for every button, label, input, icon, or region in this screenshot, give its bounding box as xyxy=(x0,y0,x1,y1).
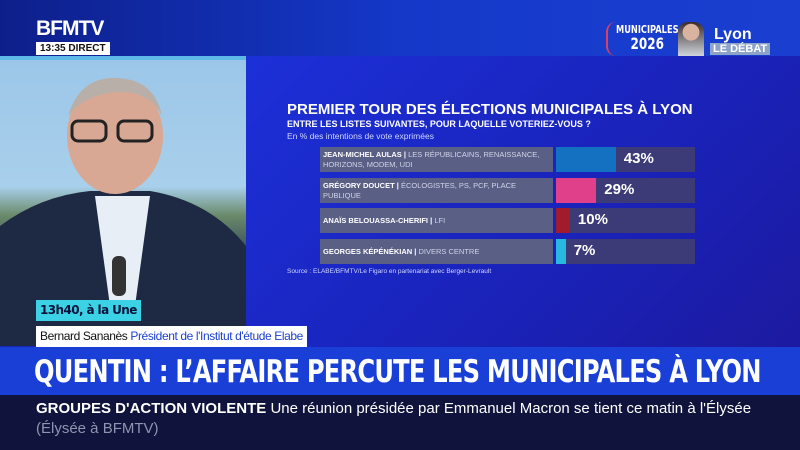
clock-live-badge: 13:35 DIRECT xyxy=(36,42,110,55)
ticker-topic: GROUPES D'ACTION VIOLENTE xyxy=(36,400,267,417)
bar-track: 29% xyxy=(556,178,695,203)
channel-header: BFMTV 13:35 DIRECT MUNICIPALES 2026 Lyon … xyxy=(0,0,800,56)
party-list: LES RÉPUBLICAINS, RENAISSANCE, HORIZONS,… xyxy=(323,149,540,169)
bar-value-label: 10% xyxy=(577,211,608,228)
ticker-text: Une réunion présidée par Emmanuel Macron… xyxy=(270,400,752,417)
candidate-name: GEORGES KÉPÉNÉKIAN xyxy=(323,246,413,256)
candidate-name: ANAÏS BELOUASSA-CHERIFI xyxy=(323,215,429,225)
headline-text: QUENTIN : L’AFFAIRE PERCUTE LES MUNICIPA… xyxy=(34,354,762,390)
bar-fill xyxy=(556,239,566,264)
clock: 13:35 xyxy=(40,43,66,54)
bar-track: 10% xyxy=(556,208,695,233)
brand-title: MUNICIPALES 2026 xyxy=(616,23,679,53)
bar-label: JEAN-MICHEL AULAS | LES RÉPUBLICAINS, RE… xyxy=(320,147,553,172)
time-tag: 13h40, à la Une xyxy=(36,300,141,321)
bfmtv-logo: BFMTV xyxy=(36,17,104,40)
chart-source: Source : ELABE/BFMTV/Le Figaro en parten… xyxy=(287,268,492,275)
show-brand: MUNICIPALES 2026 Lyon LE DÉBAT xyxy=(606,20,800,56)
bar-row: GEORGES KÉPÉNÉKIAN | DIVERS CENTRE 7% xyxy=(320,239,696,264)
video-top-bar xyxy=(0,56,246,60)
city-label: Lyon xyxy=(714,26,752,43)
guest-name-tag: Bernard Sananès Président de l'Institut … xyxy=(36,326,307,347)
bar-label: ANAÏS BELOUASSA-CHERIFI | LFI xyxy=(320,208,553,233)
chart-question: ENTRE LES LISTES SUIVANTES, POUR LAQUELL… xyxy=(287,119,591,129)
bar-value-label: 29% xyxy=(604,181,635,198)
show-label: LE DÉBAT xyxy=(710,43,771,55)
bar-label: GEORGES KÉPÉNÉKIAN | DIVERS CENTRE xyxy=(320,239,553,264)
bar-fill xyxy=(556,147,616,172)
headline-banner: QUENTIN : L’AFFAIRE PERCUTE LES MUNICIPA… xyxy=(0,347,800,395)
bar-row: JEAN-MICHEL AULAS | LES RÉPUBLICAINS, RE… xyxy=(320,147,696,172)
live-label: DIRECT xyxy=(68,43,106,54)
chart-title: PREMIER TOUR DES ÉLECTIONS MUNICIPALES À… xyxy=(287,101,693,118)
bar-value-label: 7% xyxy=(573,242,596,259)
bar-label: GRÉGORY DOUCET | ÉCOLOGISTES, PS, PCF, P… xyxy=(320,178,553,203)
party-list: LFI xyxy=(434,215,446,225)
bar-value-label: 43% xyxy=(623,150,654,167)
bar-fill xyxy=(556,208,570,233)
news-ticker: GROUPES D'ACTION VIOLENTE Une réunion pr… xyxy=(0,395,800,450)
brand-arc-icon xyxy=(606,22,616,56)
bar-track: 43% xyxy=(556,147,695,172)
party-list: ÉCOLOGISTES, PS, PCF, PLACE PUBLIQUE xyxy=(323,180,517,200)
guest-name: Bernard Sananès xyxy=(40,329,128,343)
chart-subtitle: En % des intentions de vote exprimées xyxy=(287,131,434,141)
ticker-source: (Élysée à BFMTV) xyxy=(36,420,159,437)
guest-role: Président de l'Institut d'étude Elabe xyxy=(130,329,303,343)
party-list: DIVERS CENTRE xyxy=(418,246,480,256)
candidate-name: JEAN-MICHEL AULAS xyxy=(323,149,402,159)
bar-row: ANAÏS BELOUASSA-CHERIFI | LFI 10% xyxy=(320,208,696,233)
host-portrait xyxy=(678,22,704,56)
bar-row: GRÉGORY DOUCET | ÉCOLOGISTES, PS, PCF, P… xyxy=(320,178,696,203)
bar-track: 7% xyxy=(556,239,695,264)
candidate-name: GRÉGORY DOUCET xyxy=(323,180,395,190)
bar-fill xyxy=(556,178,597,203)
